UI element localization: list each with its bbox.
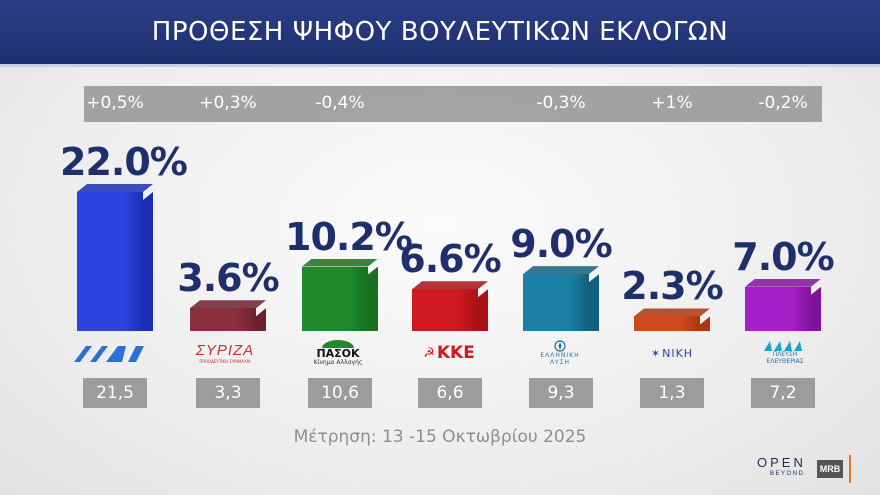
bar-top-5 (523, 266, 599, 275)
compass-icon (554, 340, 566, 352)
syriza-logo-text: ΣΥΡΙΖΑ (195, 342, 255, 359)
bar-top-7 (745, 278, 821, 287)
bar-side-1 (143, 191, 153, 331)
hammer-sickle-icon: ☭ (423, 345, 435, 361)
brand-divider (849, 455, 851, 483)
previous-value-5: 9,3 (529, 378, 593, 408)
bar-top-2 (190, 300, 266, 309)
logo-nd (70, 337, 150, 369)
bar-side-7 (811, 286, 821, 331)
bar-top-1 (77, 183, 153, 192)
brand-mrb-logo: MRB (817, 460, 843, 478)
nd-logo-icon (74, 346, 144, 362)
bar-top-6 (634, 308, 710, 317)
bar-top-3 (302, 258, 378, 267)
bar-2 (190, 308, 256, 331)
bar-side-3 (368, 266, 378, 331)
value-label-1: 22.0% (60, 139, 188, 184)
bar-6 (634, 316, 700, 331)
niki-logo-text: ΝΙΚΗ (662, 346, 694, 360)
bar-side-5 (589, 274, 599, 331)
kke-logo: ☭ ΚΚΕ (423, 343, 475, 363)
brand-beyond-text: BEYOND (770, 471, 805, 477)
bar-side-4 (478, 289, 488, 331)
chart-title: ΠΡΟΘΕΣΗ ΨΗΦΟΥ ΒΟΥΛΕΥΤΙΚΩΝ ΕΚΛΟΓΩΝ (0, 0, 880, 67)
niki-star-icon: ✶ (650, 346, 661, 360)
logo-pasok: ΠΑΣΟΚ Κίνημα Αλλαγής (298, 337, 378, 369)
change-label-1: +0,5% (86, 93, 144, 113)
bar-7 (745, 286, 811, 331)
bar-3 (302, 266, 368, 331)
value-label-7: 7.0% (732, 234, 834, 279)
change-label-5: -0,3% (536, 93, 586, 113)
previous-value-1: 21,5 (83, 378, 147, 408)
change-label-2: +0,3% (199, 93, 257, 113)
bar-1 (77, 191, 143, 331)
pasok-logo-sub: Κίνημα Αλλαγής (313, 359, 363, 366)
logo-syriza: ΣΥΡΙΖΑ ΠΡΟΟΔΕΥΤΙΚΗ ΣΥΜΜΑΧΙΑ (185, 337, 265, 369)
bar-4 (412, 289, 478, 331)
plefsi-line1: ΠΛΕΥΣΗ (772, 351, 798, 358)
bar-5 (523, 274, 589, 331)
plefsi-line2: ΕΛΕΥΘΕΡΙΑΣ (766, 358, 804, 365)
previous-value-2: 3,3 (196, 378, 260, 408)
pasok-sun-icon (322, 340, 354, 348)
el-logo-line1: ΕΛΛΗΝΙΚΗ (540, 352, 580, 359)
logo-elliniki-lysi: ΕΛΛΗΝΙΚΗ ΛΥΣΗ (520, 337, 600, 369)
value-label-2: 3.6% (177, 256, 279, 301)
change-label-3: -0,4% (315, 93, 365, 113)
el-logo-line2: ΛΥΣΗ (549, 359, 571, 366)
brand-open-logo: OPEN (757, 455, 806, 470)
value-label-6: 2.3% (621, 264, 723, 309)
logo-plefsi: ΠΛΕΥΣΗ ΕΛΕΥΘΕΡΙΑΣ (745, 337, 825, 369)
niki-logo: ✶ ΝΙΚΗ (651, 347, 693, 360)
bar-side-2 (256, 308, 266, 331)
logo-kke: ☭ ΚΚΕ (409, 337, 489, 369)
previous-value-7: 7,2 (751, 378, 815, 408)
plefsi-sail-icon (764, 341, 802, 351)
pasok-logo-text: ΠΑΣΟΚ (316, 347, 360, 360)
kke-logo-text: ΚΚΕ (436, 343, 475, 363)
previous-value-3: 10,6 (308, 378, 372, 408)
value-label-4: 6.6% (399, 237, 501, 282)
value-label-3: 10.2% (285, 214, 413, 259)
bar-top-4 (412, 281, 488, 290)
previous-value-6: 1,3 (640, 378, 704, 408)
syriza-logo-sub: ΠΡΟΟΔΕΥΤΙΚΗ ΣΥΜΜΑΧΙΑ (199, 359, 251, 364)
value-label-5: 9.0% (510, 222, 612, 267)
change-label-6: +1% (651, 93, 693, 113)
bar-side-6 (700, 316, 710, 331)
change-label-7: -0,2% (758, 93, 808, 113)
previous-value-4: 6,6 (418, 378, 482, 408)
change-band (84, 86, 822, 122)
logo-niki: ✶ ΝΙΚΗ (632, 337, 712, 369)
measurement-date: Μέτρηση: 13 -15 Οκτωβρίου 2025 (293, 427, 587, 447)
